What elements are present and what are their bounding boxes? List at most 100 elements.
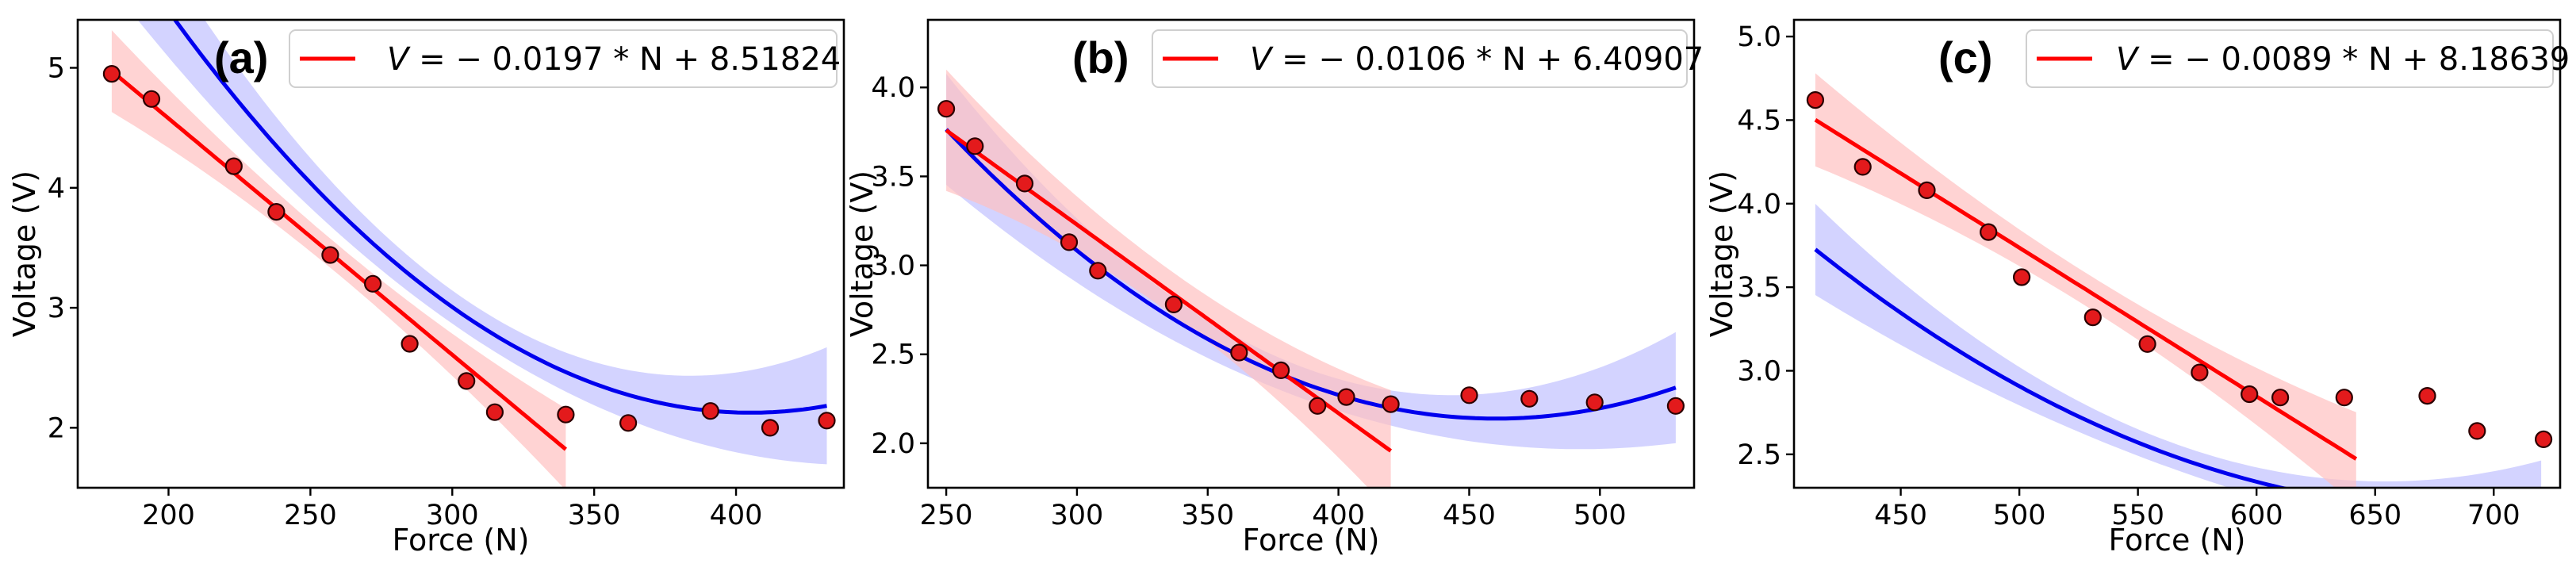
data-point	[1520, 389, 1539, 408]
data-point	[1853, 158, 1872, 176]
legend-variable: V	[387, 41, 411, 78]
data-points	[1806, 90, 2553, 449]
data-point	[401, 335, 419, 353]
y-axis-ticks: 2 3 4 5	[48, 53, 78, 444]
data-point	[937, 100, 956, 118]
confidence-bands	[946, 69, 1676, 488]
data-point	[1230, 343, 1248, 362]
x-tick-label: 350	[1181, 500, 1234, 531]
legend-label: V = − 0.0089 * N + 8.18639	[2116, 41, 2570, 78]
data-points	[937, 100, 1685, 415]
x-tick-label: 500	[1574, 500, 1627, 531]
panel-label: (b)	[1072, 33, 1129, 82]
data-point	[2241, 385, 2259, 404]
x-axis-ticks: 450 500 550 600 650 700	[1874, 488, 2520, 531]
data-point	[1918, 181, 1936, 199]
linear-fit-confidence-band	[946, 69, 1391, 488]
x-tick-label: 300	[426, 500, 479, 531]
y-axis-label: Voltage (V)	[1704, 171, 1739, 337]
data-point	[2013, 268, 2031, 286]
legend-box	[289, 29, 838, 88]
plot-frame	[1792, 18, 2562, 489]
legend-equation: = − 0.0089 * N + 8.18639	[2137, 41, 2570, 78]
data-point	[458, 372, 476, 390]
x-tick-label: 650	[2348, 500, 2402, 531]
plot-frame	[926, 18, 1696, 489]
data-point	[1806, 90, 1824, 109]
y-tick-label: 3.5	[871, 161, 915, 193]
y-tick-label: 2.5	[871, 339, 915, 371]
y-axis-label: Voltage (V)	[7, 171, 42, 337]
legend-variable: V	[2116, 41, 2140, 78]
legend-box	[1152, 29, 1688, 88]
data-point	[485, 403, 504, 421]
y-tick-label: 3	[48, 293, 65, 324]
data-point	[1980, 223, 1998, 241]
data-point	[1337, 388, 1355, 406]
x-tick-label: 400	[1312, 500, 1365, 531]
data-point	[818, 412, 836, 430]
x-tick-label: 600	[2230, 500, 2283, 531]
data-point	[142, 90, 161, 108]
x-tick-label: 700	[2467, 500, 2520, 531]
data-point	[619, 414, 638, 432]
data-points	[102, 64, 836, 437]
legend-equation: = − 0.0197 * N + 8.51824	[408, 41, 841, 78]
data-point	[761, 419, 780, 437]
data-point	[2191, 363, 2209, 381]
panel-b: 250 300 350 400 450 500 2.0 2.5 3.0 3.5 4.0 Force…	[845, 18, 1704, 558]
x-axis-ticks: 200 250 300 350 400	[142, 488, 762, 531]
panel-label: (c)	[1938, 33, 1992, 82]
legend-box	[2026, 29, 2554, 88]
y-tick-label: 5.0	[1737, 21, 1781, 53]
plot-frame	[76, 18, 845, 489]
x-tick-label: 300	[1051, 500, 1104, 531]
panel-c: 450 500 550 600 650 700 2.5 3.0 3.5 4.0 4.5 5.0 Fo…	[1704, 18, 2570, 558]
x-tick-label: 250	[920, 500, 973, 531]
y-axis-ticks: 2.0 2.5 3.0 3.5 4.0	[871, 72, 928, 460]
legend: V = − 0.0106 * N + 6.40907	[1152, 29, 1704, 88]
data-point	[1309, 397, 1327, 415]
y-tick-label: 3.0	[1737, 356, 1781, 388]
x-axis-label: Force (N)	[393, 523, 530, 558]
legend-variable: V	[1250, 41, 1274, 78]
x-tick-label: 350	[568, 500, 621, 531]
x-tick-label: 450	[1443, 500, 1496, 531]
data-point	[1666, 397, 1685, 415]
data-point	[1015, 174, 1034, 193]
legend: V = − 0.0197 * N + 8.51824	[289, 29, 841, 88]
x-tick-label: 550	[2111, 500, 2164, 531]
data-point	[364, 274, 382, 293]
legend: V = − 0.0089 * N + 8.18639	[2026, 29, 2570, 88]
panel-label: (a)	[214, 33, 268, 82]
y-axis-label: Voltage (V)	[845, 171, 880, 337]
y-tick-label: 4.0	[871, 72, 915, 104]
x-axis-label: Force (N)	[1243, 523, 1380, 558]
x-tick-label: 500	[1993, 500, 2046, 531]
data-point	[1271, 361, 1290, 379]
y-tick-label: 5	[48, 53, 65, 85]
y-tick-label: 2.5	[1737, 439, 1781, 471]
poly-fit-confidence-band	[1815, 204, 2542, 488]
data-point	[1585, 393, 1604, 412]
x-axis-ticks: 250 300 350 400 450 500	[920, 488, 1627, 531]
y-tick-label: 4	[48, 173, 65, 205]
data-point	[2418, 387, 2436, 405]
x-axis-label: Force (N)	[2109, 523, 2246, 558]
data-point	[966, 137, 984, 155]
x-tick-label: 450	[1874, 500, 1927, 531]
linear-fit-line	[110, 69, 568, 451]
data-point	[2535, 430, 2553, 449]
data-point	[2138, 335, 2156, 353]
y-tick-label: 2.0	[871, 428, 915, 460]
x-tick-label: 200	[142, 500, 195, 531]
data-point	[321, 246, 339, 264]
y-tick-label: 2	[48, 412, 65, 444]
data-point	[1060, 233, 1079, 251]
fit-lines	[1814, 117, 2358, 488]
linear-fit-line	[1814, 117, 2358, 461]
data-point	[267, 203, 286, 221]
linear-fit-confidence-band	[1815, 73, 2356, 488]
confidence-bands	[1815, 73, 2542, 488]
